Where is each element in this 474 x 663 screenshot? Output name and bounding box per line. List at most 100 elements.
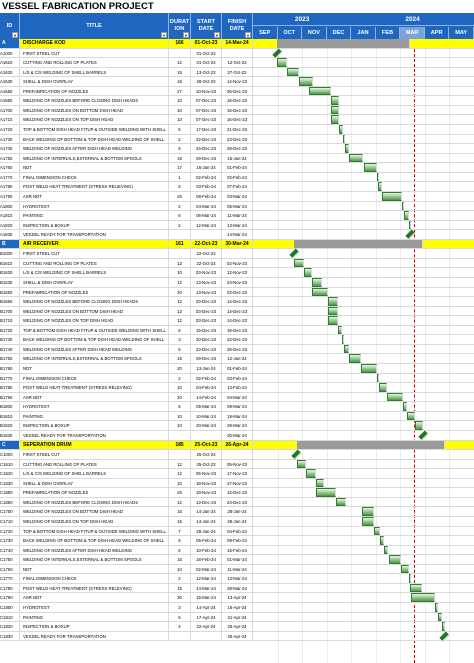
filter-dropdown-icon[interactable]: ▼ [214, 32, 220, 38]
task-row[interactable]: A1000 FIRST STEEL CUT 01-Oct-23 [0, 48, 474, 59]
task-bar[interactable] [378, 383, 387, 392]
task-bar[interactable] [286, 67, 299, 77]
task-row[interactable]: B1720 TOP & BOTTOM DISH HEAD FITUP & OUTS… [0, 325, 474, 336]
task-bar[interactable] [410, 583, 423, 593]
task-row[interactable]: C1780 POST WELD HEAT TREATMENT (STRESS RE… [0, 583, 474, 594]
filter-dropdown-icon[interactable]: ▼ [245, 32, 251, 38]
task-row[interactable]: C1660 WELDING OF NOZZLES BEFORE CLOSING D… [0, 497, 474, 508]
task-row[interactable]: A1730 BACK WELDING OF BOTTOM & TOP DISH H… [0, 134, 474, 145]
task-bar[interactable] [407, 411, 416, 421]
task-bar[interactable] [328, 297, 338, 306]
task-row[interactable]: A1770 FINAL DIMENSION CHECK 1 02-Feb-24 02-F… [0, 172, 474, 183]
task-row[interactable]: A1620 L/S & C/S WELDING OF SHELL BARRELS 1… [0, 67, 474, 78]
task-bar[interactable] [296, 459, 307, 469]
task-bar[interactable] [379, 536, 384, 545]
task-row[interactable]: A1660 WELDING OF NOZZLES BEFORE CLOSING D… [0, 96, 474, 106]
task-bar[interactable] [328, 316, 338, 325]
task-row[interactable]: C1710 WELDING OF NOZZLES ON TOP DISH HEAD… [0, 517, 474, 527]
section-row[interactable]: A DISCHARGE KOD 166 01-Oct-23 14-Mar-24 [0, 39, 474, 49]
task-bar[interactable] [402, 201, 405, 211]
task-bar[interactable] [298, 77, 314, 86]
task-row[interactable]: C1830 VESSEL READY FOR TRANSPORTATION 26-A… [0, 631, 474, 642]
task-bar[interactable] [361, 364, 378, 373]
task-row[interactable]: B1620 L/S & C/S WELDING OF SHELL BARRELS 1… [0, 268, 474, 278]
task-row[interactable]: C1720 TOP & BOTTOM DISH HEAD FITUP & OUTS… [0, 526, 474, 537]
task-row[interactable]: C1770 FINAL DIMENSION CHECK 2 12-Mar-24 13-M… [0, 574, 474, 584]
task-row[interactable]: B1630 SHELL & DISH OVERLAY 12 13-Nov-23 24-N… [0, 278, 474, 288]
task-bar[interactable] [400, 564, 409, 574]
task-row[interactable]: C1810 PAINTING 5 17-Apr-24 21-Apr-24 [0, 612, 474, 623]
task-bar[interactable] [378, 182, 383, 191]
task-row[interactable]: B1650 PREFABRICATION OF NOZZLES 20 13-Nov-2… [0, 287, 474, 298]
task-bar[interactable] [437, 612, 442, 622]
task-row[interactable]: B1760 NDT 20 13-Jan-24 01-Feb-24 [0, 364, 474, 374]
task-bar[interactable] [315, 488, 337, 497]
task-row[interactable]: A1720 TOP & BOTTOM DISH HEAD FITUP & OUTS… [0, 125, 474, 135]
task-row[interactable]: C1650 PREFABRICATION OF NOZZLES 25 18-Nov-2… [0, 488, 474, 498]
task-row[interactable]: C1750 WELDING OF INTERNALS,EXTERNAL & BOT… [0, 555, 474, 565]
task-bar[interactable] [331, 96, 340, 105]
task-row[interactable]: C1740 WELDING OF NOZZLES AFTER DISH HEAD … [0, 545, 474, 556]
milestone-icon[interactable] [291, 449, 302, 460]
task-row[interactable]: A1760 NDT 17 16-Jan-24 01-Feb-24 [0, 163, 474, 173]
task-row[interactable]: C1610 CUTTING AND ROLLING OF PLATES 12 25-O… [0, 459, 474, 470]
task-row[interactable]: B1800 HYDROTEST 5 05-Mar-24 09-Mar-24 [0, 402, 474, 412]
task-row[interactable]: A1830 VESSEL READY FOR TRANSPORTATION 14-M… [0, 229, 474, 240]
col-title-header[interactable]: TITLE ▼ [20, 13, 169, 39]
task-row[interactable]: B1790 ASR NDT 20 14-Feb-24 04-Mar-24 [0, 392, 474, 403]
task-row[interactable]: A1790 ASR NDT 25 08-Feb-24 03-Mar-24 [0, 191, 474, 202]
task-bar[interactable] [403, 402, 408, 411]
task-bar[interactable] [411, 593, 436, 603]
task-row[interactable]: C1000 FIRST STEEL CUT 25-Oct-23 [0, 449, 474, 460]
task-bar[interactable] [311, 278, 322, 287]
col-duration-header[interactable]: DURAT ION ▼ [169, 13, 191, 39]
task-bar[interactable] [382, 191, 403, 201]
task-bar[interactable] [373, 526, 380, 536]
task-bar[interactable] [306, 469, 316, 478]
task-bar[interactable] [331, 105, 340, 115]
task-row[interactable]: A1700 WELDING OF NOZZLES ON BOTTOM DISH H… [0, 105, 474, 116]
task-bar[interactable] [336, 497, 346, 507]
task-row[interactable]: B1730 BACK WELDING OF BOTTOM & TOP DISH H… [0, 335, 474, 345]
task-row[interactable]: C1620 L/S & C/S WELDING OF SHELL BARRELS 1… [0, 469, 474, 479]
task-row[interactable]: B1750 WELDING OF INTERNALS,EXTERNAL & BOT… [0, 354, 474, 365]
task-row[interactable]: A1710 WELDING OF NOZZLES ON TOP DISH HEAD… [0, 115, 474, 126]
task-bar[interactable] [408, 574, 411, 583]
task-row[interactable]: A1750 WELDING OF INTERNALS,EXTERNAL & BOT… [0, 153, 474, 164]
task-bar[interactable] [315, 478, 324, 488]
milestone-icon[interactable] [289, 248, 299, 259]
task-bar[interactable] [277, 58, 287, 67]
task-row[interactable]: A1780 POST WELD HEAT TREATMENT (STRESS RE… [0, 182, 474, 192]
filter-dropdown-icon[interactable]: ▼ [12, 32, 18, 38]
milestone-icon[interactable] [440, 631, 450, 641]
task-row[interactable]: A1810 PAINTING 6 06-Mar-24 11-Mar-24 [0, 211, 474, 221]
col-start-header[interactable]: START DATE ▼ [191, 13, 222, 39]
filter-dropdown-icon[interactable]: ▼ [161, 32, 167, 38]
task-bar[interactable] [361, 517, 374, 526]
task-bar[interactable] [388, 555, 401, 564]
task-bar[interactable] [348, 153, 364, 163]
task-row[interactable]: C1700 WELDING OF NOZZLES ON BOTTOM DISH H… [0, 507, 474, 517]
task-row[interactable]: B1810 PAINTING 10 10-Mar-24 19-Mar-24 [0, 411, 474, 422]
col-finish-header[interactable]: FINISH DATE ▼ [222, 13, 253, 39]
task-bar[interactable] [435, 603, 438, 612]
task-bar[interactable] [361, 507, 374, 516]
task-bar[interactable] [403, 211, 409, 220]
task-row[interactable]: B1820 INSPECTION & BOXUP 10 20-Mar-24 29-Mar… [0, 421, 474, 431]
task-bar[interactable] [377, 172, 380, 182]
task-row[interactable]: A1800 HYDROTEST 2 04-Mar-24 05-Mar-24 [0, 201, 474, 212]
task-bar[interactable] [386, 392, 404, 402]
task-bar[interactable] [383, 545, 389, 555]
task-bar[interactable] [339, 125, 344, 134]
milestone-icon[interactable] [272, 48, 282, 58]
task-bar[interactable] [344, 344, 349, 354]
col-id-header[interactable]: ID ▼ [0, 13, 20, 39]
task-bar[interactable] [377, 373, 380, 383]
milestone-icon[interactable] [418, 430, 428, 441]
task-row[interactable]: A1610 CUTTING AND ROLLING OF PLATES 12 01-O… [0, 58, 474, 68]
task-row[interactable]: C1760 NDT 10 02-Mar-24 11-Mar-24 [0, 564, 474, 575]
task-row[interactable]: A1650 PREFABRICATION OF NOZZLES 27 10-Nov-2… [0, 86, 474, 97]
task-row[interactable]: B1710 WELDING OF NOZZLES ON TOP DISH HEAD… [0, 316, 474, 326]
task-bar[interactable] [309, 86, 332, 96]
task-bar[interactable] [408, 220, 411, 230]
